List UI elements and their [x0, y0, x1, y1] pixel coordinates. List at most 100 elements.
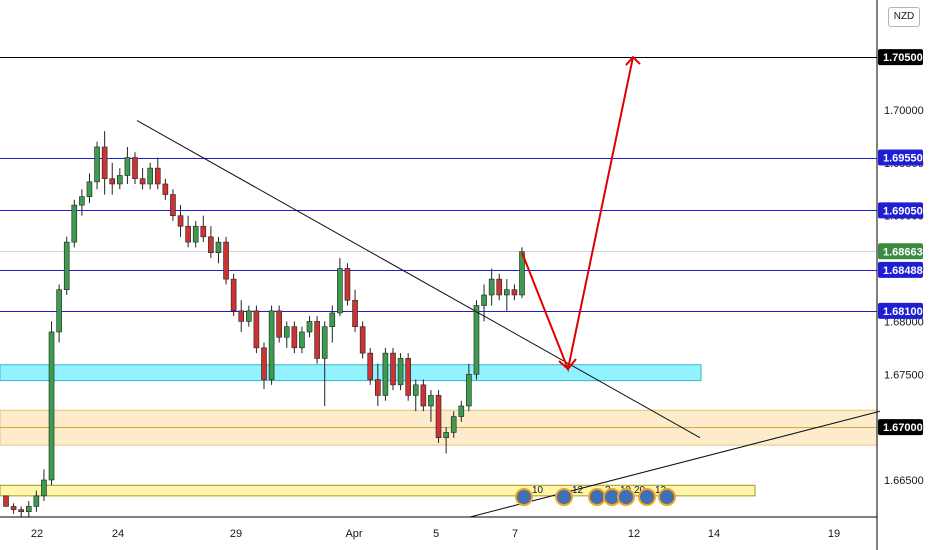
- candle-body: [504, 289, 510, 296]
- time-tick-label: 29: [230, 528, 242, 540]
- event-flag-icon[interactable]: [617, 488, 635, 506]
- candle-body: [496, 278, 503, 296]
- event-flag-icon[interactable]: [555, 488, 573, 506]
- price-tick-label: 1.66500: [884, 475, 924, 487]
- price-tick-label: 1.70000: [884, 105, 924, 117]
- events-layer[interactable]: 10122102012: [515, 485, 676, 506]
- candle-body: [200, 225, 207, 238]
- candle-body: [466, 373, 472, 407]
- candle-body: [246, 310, 252, 322]
- candle-body: [63, 241, 70, 290]
- candle-body: [18, 509, 24, 513]
- event-flag-icon[interactable]: [658, 488, 676, 506]
- base-zone: [0, 484, 756, 497]
- candle-body: [390, 352, 396, 386]
- arrow-head-down: [558, 358, 577, 371]
- candle-body: [117, 175, 123, 185]
- candle-body: [109, 178, 116, 185]
- candle-body: [283, 326, 290, 338]
- price-badge-label: 1.69050: [883, 205, 923, 217]
- candle-body: [101, 146, 108, 179]
- price-badge-label: 1.68488: [883, 265, 923, 277]
- price-badge-label: 1.67000: [883, 422, 923, 434]
- time-tick-label: 12: [628, 528, 640, 540]
- candle-body: [94, 146, 100, 183]
- candle-body: [3, 495, 9, 507]
- trendline-1: [469, 410, 881, 518]
- candle-body: [412, 384, 419, 396]
- candle-body: [154, 167, 161, 185]
- time-axis[interactable]: 22 24 29 Apr 5 7 12 14 19: [31, 528, 840, 540]
- candle-body: [519, 251, 525, 296]
- candle-body: [382, 352, 389, 396]
- candle-body: [443, 432, 449, 439]
- price-badge-label: 1.68100: [883, 306, 923, 318]
- candle-body: [420, 384, 427, 407]
- support-zone: [0, 364, 702, 382]
- candle-body: [473, 305, 480, 375]
- arrow-head-up: [625, 55, 641, 66]
- candle-body: [48, 331, 55, 481]
- price-badge: [878, 202, 923, 219]
- time-tick-label: 7: [512, 528, 518, 540]
- price-badge-label: 1.69550: [883, 153, 923, 165]
- candle-body: [352, 299, 358, 327]
- price-axis[interactable]: 1.665001.670001.675001.680001.685001.690…: [878, 49, 924, 487]
- candle-body: [124, 157, 131, 176]
- event-count: 10: [532, 485, 544, 496]
- candle-body: [238, 310, 245, 322]
- candle-body: [488, 278, 495, 296]
- candle-body: [261, 347, 267, 380]
- price-badge: [878, 49, 923, 66]
- candle-body: [86, 181, 93, 197]
- event-flag-icon[interactable]: [638, 488, 656, 506]
- candle-body: [329, 312, 336, 327]
- candle-body: [337, 268, 343, 314]
- price-badge-label: 1.68663: [883, 246, 923, 258]
- time-tick-label: 19: [828, 528, 840, 540]
- projection-arrow: [521, 56, 634, 373]
- candle-body: [276, 310, 282, 338]
- time-tick-label: Apr: [345, 528, 362, 540]
- candle-body: [215, 241, 222, 253]
- currency-badge[interactable]: NZD: [888, 7, 920, 27]
- candle-body: [321, 326, 328, 359]
- price-badge: [878, 243, 923, 260]
- candle-body: [359, 326, 366, 354]
- candle-body: [170, 194, 176, 216]
- candle-body: [306, 321, 313, 333]
- candle-body: [458, 405, 465, 417]
- candle-body: [397, 358, 404, 386]
- price-tick-label: 1.67500: [884, 369, 924, 381]
- candle-body: [511, 289, 518, 296]
- price-badge: [878, 261, 923, 278]
- candle-body: [185, 225, 191, 243]
- candle-body: [450, 416, 457, 433]
- candle-body: [147, 167, 153, 185]
- price-badge: [878, 419, 923, 436]
- candle-body: [10, 506, 17, 510]
- trendline-0: [136, 120, 701, 439]
- candle-body: [25, 506, 32, 513]
- candle-body: [132, 157, 138, 179]
- candle-body: [299, 331, 305, 349]
- candle-body: [428, 395, 434, 407]
- candle-body: [79, 196, 85, 206]
- candle-body: [268, 310, 275, 380]
- candle-body: [192, 225, 199, 243]
- candle-body: [33, 495, 40, 507]
- candle-body: [344, 268, 351, 301]
- price-badge: [878, 149, 923, 166]
- levels-layer: [0, 57, 877, 428]
- event-flag-icon[interactable]: [515, 488, 533, 506]
- candle-body: [314, 321, 320, 359]
- event-count: 20: [634, 485, 646, 496]
- candle-body: [481, 294, 487, 306]
- time-tick-label: 14: [708, 528, 720, 540]
- candle-body: [223, 241, 229, 280]
- event-flag-icon[interactable]: [588, 488, 606, 506]
- time-tick-label: 24: [112, 528, 124, 540]
- time-tick-label: 22: [31, 528, 43, 540]
- candle-body: [253, 310, 260, 349]
